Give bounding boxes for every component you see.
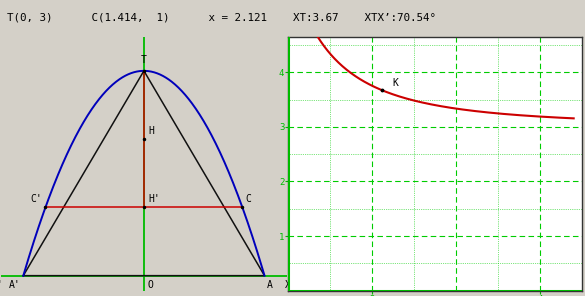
- Text: C: C: [246, 194, 252, 204]
- Text: X': X': [0, 280, 4, 290]
- Text: O: O: [147, 280, 153, 290]
- Text: T: T: [141, 55, 147, 65]
- Text: A': A': [9, 280, 20, 290]
- Text: A: A: [267, 280, 273, 290]
- Text: T(0, 3)      C(1.414,  1)      x = 2.121    XT:3.67    XTX’:70.54°: T(0, 3) C(1.414, 1) x = 2.121 XT:3.67 XT…: [7, 13, 436, 23]
- Text: C': C': [30, 194, 42, 204]
- Text: H: H: [148, 126, 154, 136]
- Text: X: X: [284, 280, 290, 290]
- Text: H': H': [148, 194, 160, 204]
- Text: K: K: [393, 78, 398, 88]
